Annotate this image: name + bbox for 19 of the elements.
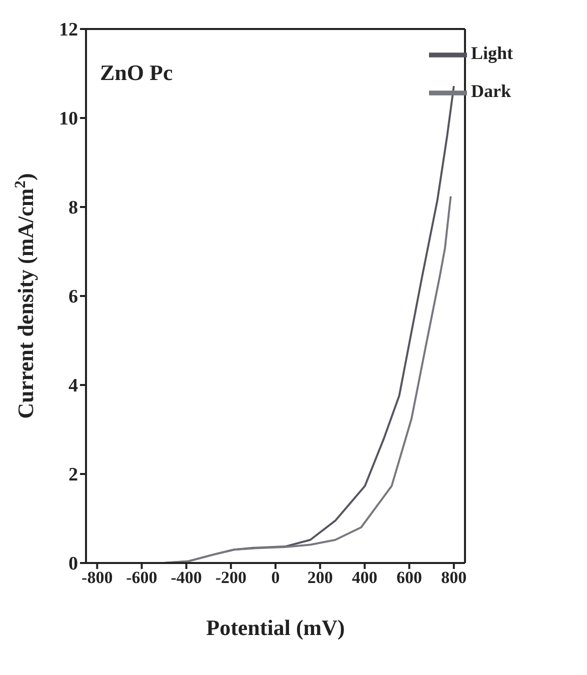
x-tick-label: -200 [215,568,246,588]
x-tick-label: 600 [396,568,422,588]
annotation: ZnO Pc [100,60,173,86]
y-tick-label: 12 [59,20,78,41]
x-tick-label: 400 [352,568,378,588]
x-tick-label: 0 [271,568,280,588]
y-tick-label: 6 [68,286,78,308]
x-tick-label: 800 [441,568,467,588]
x-tick-label: -400 [170,568,202,588]
y-tick-label: 8 [68,198,78,219]
legend-label: Dark [471,80,511,101]
legend-label: Light [471,42,514,63]
y-tick-label: 2 [68,464,78,486]
y-tick-label: 4 [68,376,78,397]
x-tick-label: -800 [82,568,113,588]
x-tick-label: 200 [307,568,333,588]
x-tick-label: -600 [126,568,158,588]
y-tick-label: 10 [59,108,78,130]
x-axis-title: Potential (mV) [206,615,345,640]
